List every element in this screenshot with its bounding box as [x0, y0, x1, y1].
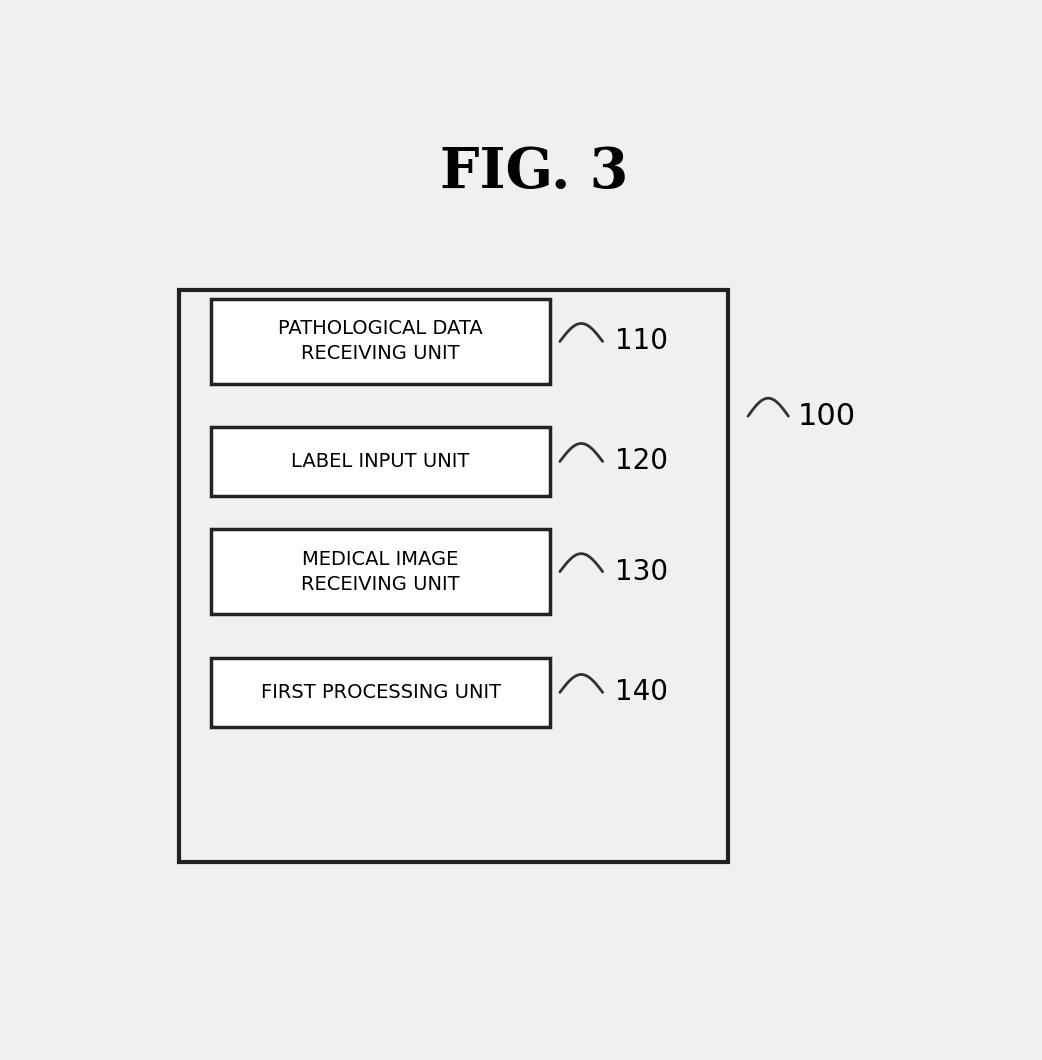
- Text: FIRST PROCESSING UNIT: FIRST PROCESSING UNIT: [260, 683, 500, 702]
- Text: FIG. 3: FIG. 3: [440, 144, 628, 199]
- FancyBboxPatch shape: [179, 290, 727, 862]
- FancyBboxPatch shape: [210, 529, 550, 615]
- FancyBboxPatch shape: [210, 299, 550, 385]
- Text: 140: 140: [615, 678, 668, 706]
- FancyBboxPatch shape: [210, 657, 550, 727]
- Text: 130: 130: [615, 558, 668, 585]
- Text: LABEL INPUT UNIT: LABEL INPUT UNIT: [292, 452, 470, 471]
- Text: MEDICAL IMAGE
RECEIVING UNIT: MEDICAL IMAGE RECEIVING UNIT: [301, 550, 460, 594]
- FancyBboxPatch shape: [210, 427, 550, 496]
- Text: 110: 110: [615, 328, 668, 355]
- Text: PATHOLOGICAL DATA
RECEIVING UNIT: PATHOLOGICAL DATA RECEIVING UNIT: [278, 319, 482, 364]
- Text: 100: 100: [798, 402, 857, 430]
- Text: 120: 120: [615, 447, 668, 476]
